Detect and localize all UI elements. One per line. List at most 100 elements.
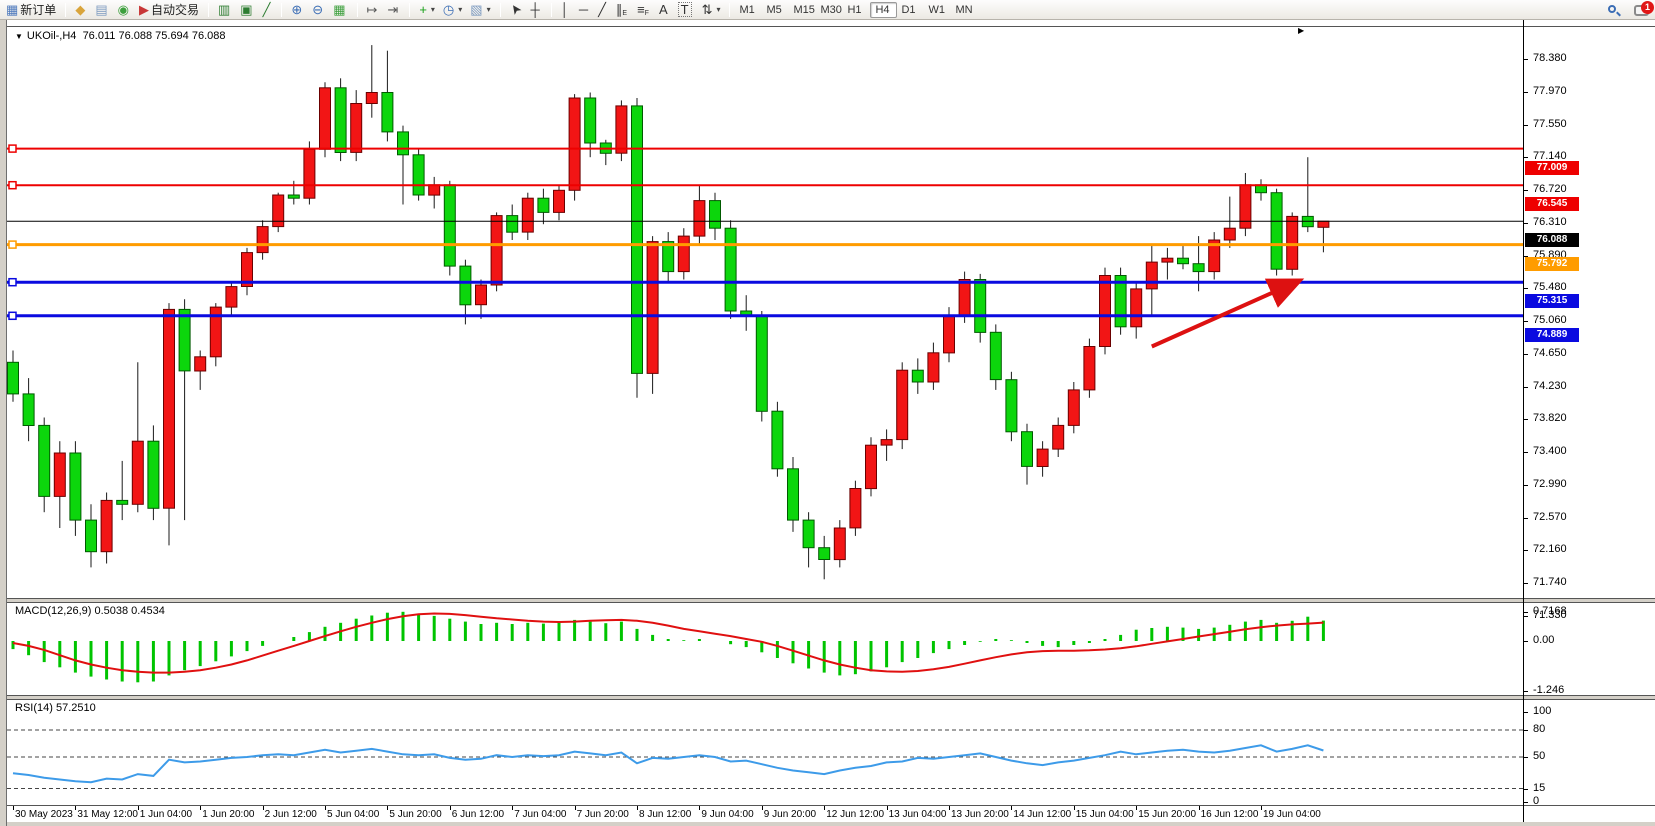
timeframe-m30-button[interactable]: M30 [820,3,842,16]
rsi-canvas[interactable] [7,700,1523,805]
trendline-button[interactable]: ╱ [594,1,612,19]
timeframe-d1-button[interactable]: D1 [901,3,916,16]
tile-windows-button[interactable]: ▦ [329,1,351,19]
line-handle[interactable] [8,277,17,287]
text-button[interactable]: A [655,1,674,19]
pane-splitter[interactable] [7,695,1655,700]
annotation-arrow[interactable] [1150,278,1305,349]
time-tick [75,806,77,810]
candle-body [787,468,799,521]
candle-body [818,547,831,561]
candle-body [241,252,253,288]
price-chart-canvas[interactable] [7,27,1523,598]
textlabel-icon: T [677,2,692,17]
candle-body [225,286,238,308]
axis-tick [1523,730,1528,731]
time-tick [200,806,202,810]
time-tick [761,806,763,810]
autotrade-icon: ▶ [138,2,149,17]
pane-splitter[interactable] [7,598,1655,603]
axis-tick [1523,255,1528,257]
candle-body [350,103,363,153]
chart-shift-button[interactable]: ⇥ [383,1,404,19]
timeframe-m5-button[interactable]: M5 [766,3,782,16]
search-icon[interactable] [1607,4,1621,17]
timeframe-h4-button[interactable]: H4 [870,1,898,18]
macd-tick-label: 0.00 [1533,634,1555,646]
add-indicator-button[interactable]: + ▾ [415,1,439,19]
hline-button[interactable]: ─ [575,1,594,19]
candle-body [1223,227,1236,241]
timeframe-m15-button[interactable]: M15 [793,3,815,16]
autotrade-button[interactable]: ▶ 自动交易 [135,1,203,19]
timeframe-mn-button[interactable]: MN [955,3,973,16]
price-pane[interactable]: ▼ UKOil-,H4 76.011 76.088 75.694 76.088 ▶ [7,26,1655,598]
time-tick-label: 8 Jun 12:00 [639,809,692,820]
line-handle[interactable] [8,311,17,321]
dropdown-caret-icon[interactable]: ▾ [430,5,435,14]
line-handle[interactable] [8,144,17,153]
arrows-button[interactable]: ⇅ ▾ [698,1,725,19]
axis-tick [1523,615,1528,617]
candle-body [849,488,862,529]
price-tick-label: 77.550 [1533,117,1567,130]
line-handle[interactable] [8,240,17,249]
candle-body [272,194,285,228]
line-handle[interactable] [8,180,17,190]
toolbar-separator [207,2,209,17]
print-button[interactable]: ▤ [91,1,113,19]
zoom-out-button[interactable]: ⊖ [308,1,329,19]
zoom-in-icon: ⊕ [291,2,303,17]
axis-tick [1523,517,1528,519]
zoom-in-button[interactable]: ⊕ [287,1,308,19]
new-order-button[interactable]: ▦ 新订单 [2,1,60,19]
time-tick-label: 16 Jun 12:00 [1200,809,1259,820]
candle-body [1067,389,1080,426]
dropdown-caret-icon[interactable]: ▾ [458,5,463,14]
candle-body [833,527,846,561]
candle-body [490,215,503,286]
level-price-tag: 76.545 [1525,197,1579,211]
chevron-down-icon[interactable]: ▼ [15,32,23,41]
axis-tick [1523,157,1528,159]
crosshair-button[interactable]: ┼ [527,1,546,19]
chart-bars-button[interactable]: ▥ [214,1,236,19]
macd-canvas[interactable] [7,603,1523,695]
fibo-button[interactable]: ≡ F [633,1,655,19]
chart-line-button[interactable]: ╱ [259,1,277,19]
timeframe-m1-button[interactable]: M1 [739,3,755,16]
textlabel-button[interactable]: T [674,1,698,19]
candle-body [256,226,269,254]
time-tick [1011,806,1013,810]
chart-ohlc-values: 76.011 76.088 75.694 76.088 [82,30,226,42]
time-tick [387,806,389,810]
trendline-icon: ╱ [598,2,606,17]
price-tick-label: 77.970 [1533,84,1567,97]
dropdown-caret-icon[interactable]: ▾ [716,5,721,14]
chat-icon[interactable]: 1 [1634,0,1654,16]
timeframe-w1-button[interactable]: W1 [928,3,945,16]
funnel-button[interactable]: ◆ [71,1,91,19]
cursor-icon: ➤ [505,0,525,19]
broadcast-button[interactable]: ◉ [114,1,135,19]
macd-pane[interactable]: MACD(12,26,9) 0.5038 0.4534 [7,603,1655,695]
cursor-button[interactable]: ➤ [506,1,527,19]
scroll-to-end-marker[interactable]: ▶ [1298,26,1305,35]
timeframe-h1-button[interactable]: H1 [847,3,862,16]
macd-tick-label: 0.7168 [1533,604,1567,617]
channel-button[interactable]: ∥ E [612,1,633,19]
time-tick-label: 30 May 2023 [15,809,73,820]
axis-tick [1523,321,1528,323]
vline-button[interactable]: │ [557,1,575,19]
template-button[interactable]: ▧ ▾ [466,1,494,19]
period-button[interactable]: ◷ ▾ [439,1,466,19]
price-tick-label: 75.480 [1533,281,1567,294]
rsi-pane[interactable]: RSI(14) 57.2510 [7,700,1655,805]
axis-tick [1523,452,1528,454]
candle-body [428,184,441,196]
chart-candles-button[interactable]: ▣ [236,1,258,19]
dropdown-caret-icon[interactable]: ▾ [486,5,491,14]
time-tick [949,806,950,810]
autoscroll-button[interactable]: ↦ [363,1,384,19]
level-price-tag: 75.315 [1525,294,1579,308]
